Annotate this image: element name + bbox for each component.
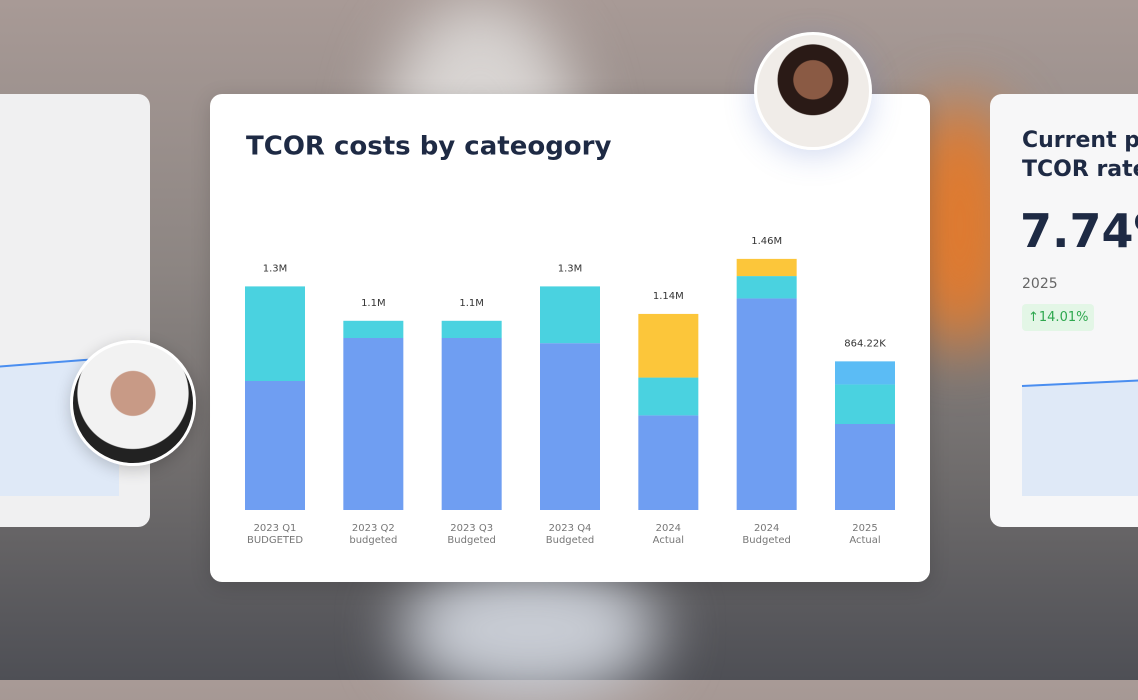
- line: [1021, 379, 1138, 387]
- x-tick-label: 2023 Q4: [549, 523, 592, 534]
- bar-segment: [441, 320, 502, 338]
- right-card: Current pe TCOR rate 7.74% 2025 ↑14.01%: [990, 94, 1138, 527]
- x-tick-label: 2023 Q2: [352, 523, 395, 534]
- avatar: [754, 32, 872, 150]
- kpi-value: 7.74%: [1020, 204, 1138, 258]
- total-label: 1.46M: [751, 236, 782, 247]
- x-tick-label: 2025: [852, 523, 877, 534]
- bar-segment: [343, 338, 404, 510]
- card-title-line: TCOR rate: [1022, 157, 1138, 182]
- total-label: 1.1M: [459, 298, 484, 309]
- x-tick-label: 2023 Q1: [254, 523, 297, 534]
- card-title: Current pe TCOR rate: [1022, 126, 1138, 184]
- x-tick-label: 2024: [656, 523, 681, 534]
- avatar: [70, 340, 196, 466]
- x-tick-label: Actual: [653, 535, 684, 546]
- x-tick-label: Budgeted: [546, 535, 594, 546]
- x-tick-label: budgeted: [349, 535, 397, 546]
- kpi-change: ↑14.01%: [1022, 304, 1095, 331]
- bar-segment: [343, 320, 404, 338]
- x-tick-label: 2023 Q3: [450, 523, 493, 534]
- x-tick-label: Budgeted: [447, 535, 495, 546]
- x-tick-label: Actual: [849, 535, 880, 546]
- chart-title: TCOR costs by cateogory: [246, 132, 611, 162]
- total-label: 1.3M: [558, 263, 583, 274]
- bar-segment: [245, 381, 305, 510]
- bg-blur: [400, 560, 660, 700]
- total-label: 864.22K: [844, 338, 886, 349]
- bar-segment: [835, 384, 895, 424]
- kpi-year: 2025: [1022, 276, 1058, 292]
- bar-segment: [441, 338, 502, 510]
- bar-segment: [835, 424, 895, 510]
- bar-segment: [736, 276, 797, 299]
- bar-segment: [736, 298, 797, 510]
- main-card: TCOR costs by cateogory 1.3M 2023 Q1 BUDGE…: [210, 94, 930, 582]
- bar-segment: [540, 343, 600, 510]
- total-label: 1.14M: [653, 291, 684, 302]
- total-label: 1.3M: [263, 263, 288, 274]
- total-label: 1.1M: [361, 298, 386, 309]
- bar-segment: [736, 258, 797, 277]
- card-title-line: Current pe: [1022, 128, 1138, 153]
- area: [1022, 380, 1138, 496]
- bar-segment: [540, 286, 600, 344]
- bar-segment: [638, 377, 699, 416]
- chart: TCOR costs by cateogory 1.3M 2023 Q1BUDGE…: [245, 132, 895, 546]
- bar-segment: [835, 361, 895, 385]
- x-tick-label: Budgeted: [742, 535, 790, 546]
- bar-segment: [638, 313, 699, 378]
- right-card-chart: [1021, 379, 1138, 496]
- x-tick-label: 2024: [754, 523, 779, 534]
- bar-segment: [638, 415, 699, 510]
- bar-segment: [245, 286, 305, 381]
- x-tick-label: BUDGETED: [247, 535, 303, 546]
